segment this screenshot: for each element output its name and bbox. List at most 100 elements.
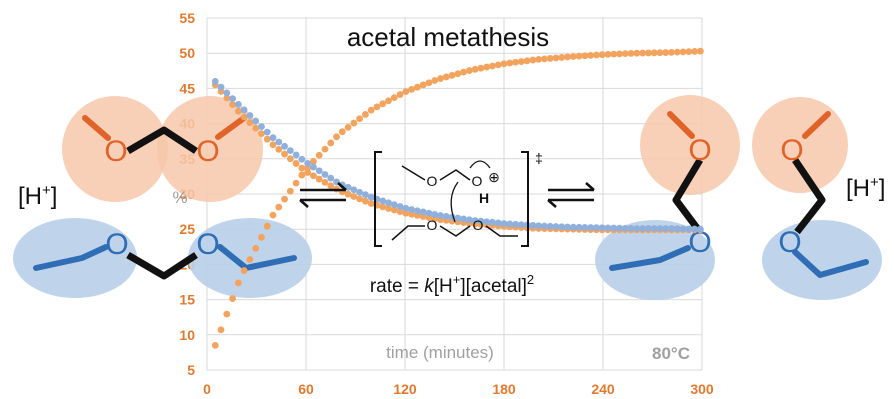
data-point	[240, 106, 248, 114]
data-point	[396, 208, 404, 216]
data-point	[327, 174, 335, 182]
data-point	[315, 175, 323, 183]
data-point	[379, 203, 387, 211]
data-point	[367, 193, 375, 201]
data-point	[396, 203, 404, 210]
data-point	[419, 208, 427, 216]
data-point	[240, 267, 248, 274]
data-point	[639, 49, 646, 57]
data-point	[258, 233, 265, 241]
data-point	[211, 77, 219, 85]
data-point	[644, 225, 652, 232]
data-point	[258, 130, 265, 138]
data-point	[321, 171, 329, 178]
data-point	[217, 83, 225, 91]
data-point	[211, 341, 219, 349]
data-point	[569, 223, 577, 231]
data-point	[223, 89, 231, 97]
orange-circle-right-1	[640, 95, 740, 195]
data-point	[610, 224, 618, 232]
data-point	[575, 223, 583, 231]
data-point	[234, 100, 242, 108]
data-point	[471, 217, 479, 224]
data-point	[610, 50, 618, 58]
data-point	[310, 158, 317, 165]
data-point	[465, 216, 473, 224]
y-tick-label: 55	[179, 10, 195, 26]
data-point	[598, 224, 606, 232]
data-point	[633, 49, 641, 57]
data-point	[263, 135, 271, 143]
data-point	[477, 64, 485, 72]
data-point	[616, 224, 623, 232]
y-tick-label: 45	[179, 80, 195, 96]
data-point	[246, 112, 254, 119]
data-point	[402, 209, 410, 217]
data-point	[263, 222, 271, 230]
data-point	[252, 244, 260, 252]
data-point	[292, 179, 300, 187]
x-tick-label: 120	[393, 381, 417, 397]
x-tick-label: 300	[690, 381, 714, 397]
data-point	[662, 49, 670, 56]
left-molecule: O O O O	[13, 96, 312, 298]
data-point	[621, 50, 629, 58]
data-point	[390, 201, 398, 209]
data-point	[575, 52, 583, 60]
data-point	[494, 219, 502, 227]
data-point	[489, 218, 496, 226]
data-point	[413, 207, 421, 215]
data-point	[558, 223, 566, 231]
y-axis-label: %	[172, 188, 187, 207]
y-tick-label: 25	[179, 221, 195, 237]
data-point	[587, 224, 595, 231]
data-point	[454, 70, 462, 78]
data-point	[460, 68, 467, 76]
data-point	[598, 51, 606, 59]
data-point	[310, 163, 317, 171]
data-point	[252, 124, 260, 132]
data-point	[512, 58, 519, 66]
data-point	[367, 200, 375, 207]
x-tick-label: 240	[591, 381, 615, 397]
ts-oxygen: O	[473, 217, 484, 233]
data-point	[691, 48, 698, 55]
data-point	[252, 117, 260, 125]
ts-oplus: ⊕	[488, 169, 500, 185]
data-point	[327, 139, 335, 147]
data-point	[246, 119, 254, 126]
rate-law: rate = k[H+][acetal]2	[370, 272, 534, 297]
data-point	[569, 53, 577, 60]
data-point	[616, 50, 623, 58]
data-point	[581, 52, 589, 60]
data-point	[593, 224, 600, 232]
data-point	[633, 225, 641, 232]
data-point	[292, 160, 300, 167]
data-point	[281, 142, 288, 150]
data-point	[691, 225, 698, 233]
chart-grid	[206, 17, 703, 371]
data-point	[685, 225, 693, 233]
data-point	[489, 62, 496, 70]
data-point	[431, 211, 439, 218]
data-point	[535, 222, 543, 230]
data-point	[673, 48, 681, 56]
data-point	[315, 151, 323, 159]
x-tick-label: 0	[203, 381, 211, 397]
data-point	[639, 225, 646, 232]
data-point	[517, 221, 525, 229]
data-point	[668, 225, 675, 232]
data-point	[506, 59, 514, 67]
data-point	[281, 150, 288, 158]
data-point	[679, 48, 687, 56]
data-point	[448, 71, 456, 79]
x-axis-ticks: 0 60 120 180 240 300	[203, 381, 714, 397]
data-point	[344, 190, 352, 198]
data-point	[477, 217, 485, 225]
data-point	[298, 171, 306, 179]
hplus-right: [H+]	[846, 174, 885, 202]
data-point	[385, 97, 392, 105]
data-point	[229, 101, 236, 108]
data-point	[373, 103, 381, 111]
